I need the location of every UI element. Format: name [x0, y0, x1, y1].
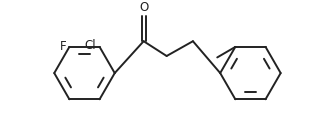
Text: Cl: Cl [85, 39, 96, 52]
Text: F: F [59, 40, 66, 53]
Text: O: O [139, 1, 148, 14]
